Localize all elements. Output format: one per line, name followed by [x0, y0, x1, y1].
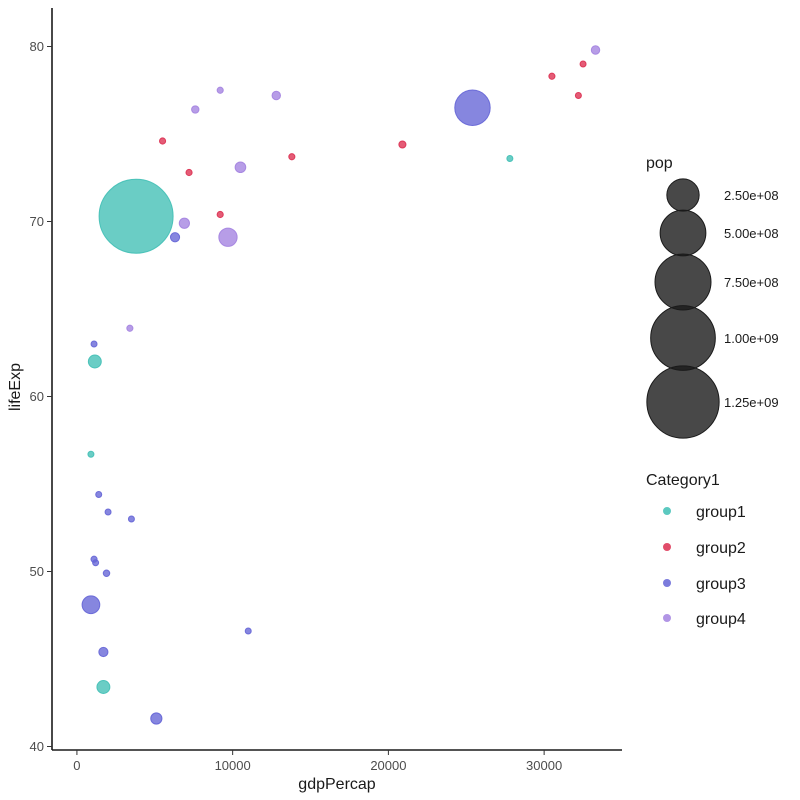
- bubble-group4: [218, 227, 238, 247]
- legend-label-group2: group2: [696, 540, 746, 557]
- y-ticks: 40 50 60 70 80: [30, 39, 52, 754]
- legend-label-group1: group1: [696, 504, 746, 521]
- plot-area: [81, 45, 601, 725]
- x-tick-label: 0: [73, 758, 80, 773]
- bubble-group2: [288, 153, 296, 161]
- bubble-group3: [98, 646, 109, 658]
- size-legend-circle: [650, 305, 716, 371]
- y-tick-label: 40: [30, 739, 44, 754]
- bubble-group3: [169, 232, 181, 243]
- x-ticks: 0 10000 20000 30000: [73, 750, 562, 773]
- bubble-group1: [506, 155, 514, 162]
- bubble-group4: [271, 90, 281, 101]
- bubble-group1: [87, 450, 95, 458]
- bubble-group3: [104, 508, 112, 516]
- bubble-group4: [590, 45, 601, 55]
- size-legend-label: 5.00e+08: [724, 226, 779, 241]
- color-legend: Category1 group1 group2 group3 group4: [646, 472, 746, 628]
- color-legend-title: Category1: [646, 472, 720, 489]
- y-axis-title: lifeExp: [7, 363, 24, 411]
- size-legend-title: pop: [646, 155, 673, 172]
- bubble-group2: [398, 140, 407, 149]
- legend-key-group4: [663, 614, 671, 622]
- bubble-group2: [159, 137, 167, 145]
- y-tick-label: 80: [30, 39, 44, 54]
- bubble-group1: [98, 178, 174, 254]
- bubble-group2: [574, 92, 582, 99]
- size-legend-circle: [666, 178, 700, 212]
- x-tick-label: 10000: [215, 758, 251, 773]
- bubble-group3: [81, 595, 101, 615]
- y-tick-label: 70: [30, 214, 44, 229]
- legend-key-group3: [663, 579, 671, 587]
- bubble-group4: [216, 86, 224, 94]
- size-legend-label: 1.25e+09: [724, 395, 779, 410]
- bubble-group3: [244, 627, 252, 635]
- bubble-group2: [548, 72, 556, 80]
- bubble-group1: [87, 354, 102, 369]
- size-legend-circle: [654, 253, 712, 311]
- bubble-group3: [95, 491, 103, 498]
- x-axis-title: gdpPercap: [298, 776, 375, 793]
- bubble-group4: [126, 324, 134, 332]
- bubble-group3: [150, 712, 163, 725]
- bubble-group3: [90, 340, 98, 348]
- size-legend-circle: [646, 365, 720, 439]
- bubble-group2: [579, 60, 587, 68]
- legend-label-group4: group4: [696, 611, 746, 628]
- size-legend-circle: [659, 209, 707, 257]
- x-tick-label: 20000: [370, 758, 406, 773]
- x-tick-label: 30000: [526, 758, 562, 773]
- y-tick-label: 50: [30, 564, 44, 579]
- legend-key-group2: [663, 543, 671, 551]
- bubble-group4: [191, 105, 200, 114]
- bubble-group3: [127, 515, 135, 523]
- size-legend-label: 1.00e+09: [724, 331, 779, 346]
- size-legend-label: 2.50e+08: [724, 188, 779, 203]
- bubble-group3: [454, 89, 491, 126]
- bubble-group1: [96, 680, 111, 694]
- axes: 0 10000 20000 30000 40 50 60 70 80: [30, 8, 622, 773]
- color-legend-items: group1 group2 group3 group4: [663, 504, 746, 628]
- bubble-group3: [102, 569, 111, 577]
- size-legend-label: 7.50e+08: [724, 275, 779, 290]
- bubble-group2: [185, 168, 193, 177]
- bubble-group4: [178, 217, 190, 229]
- legend-key-group1: [663, 507, 671, 515]
- legend-label-group3: group3: [696, 576, 746, 593]
- y-tick-label: 60: [30, 389, 44, 404]
- size-legend-items: 2.50e+08 5.00e+08 7.50e+08 1.00e+09 1.25e+09: [646, 178, 779, 439]
- size-legend: pop 2.50e+08 5.00e+08 7.50e+08 1.00e+09 1.25…: [646, 155, 779, 439]
- bubble-group3: [92, 559, 100, 567]
- bubble-group2: [216, 210, 224, 219]
- bubble-group4: [234, 161, 247, 174]
